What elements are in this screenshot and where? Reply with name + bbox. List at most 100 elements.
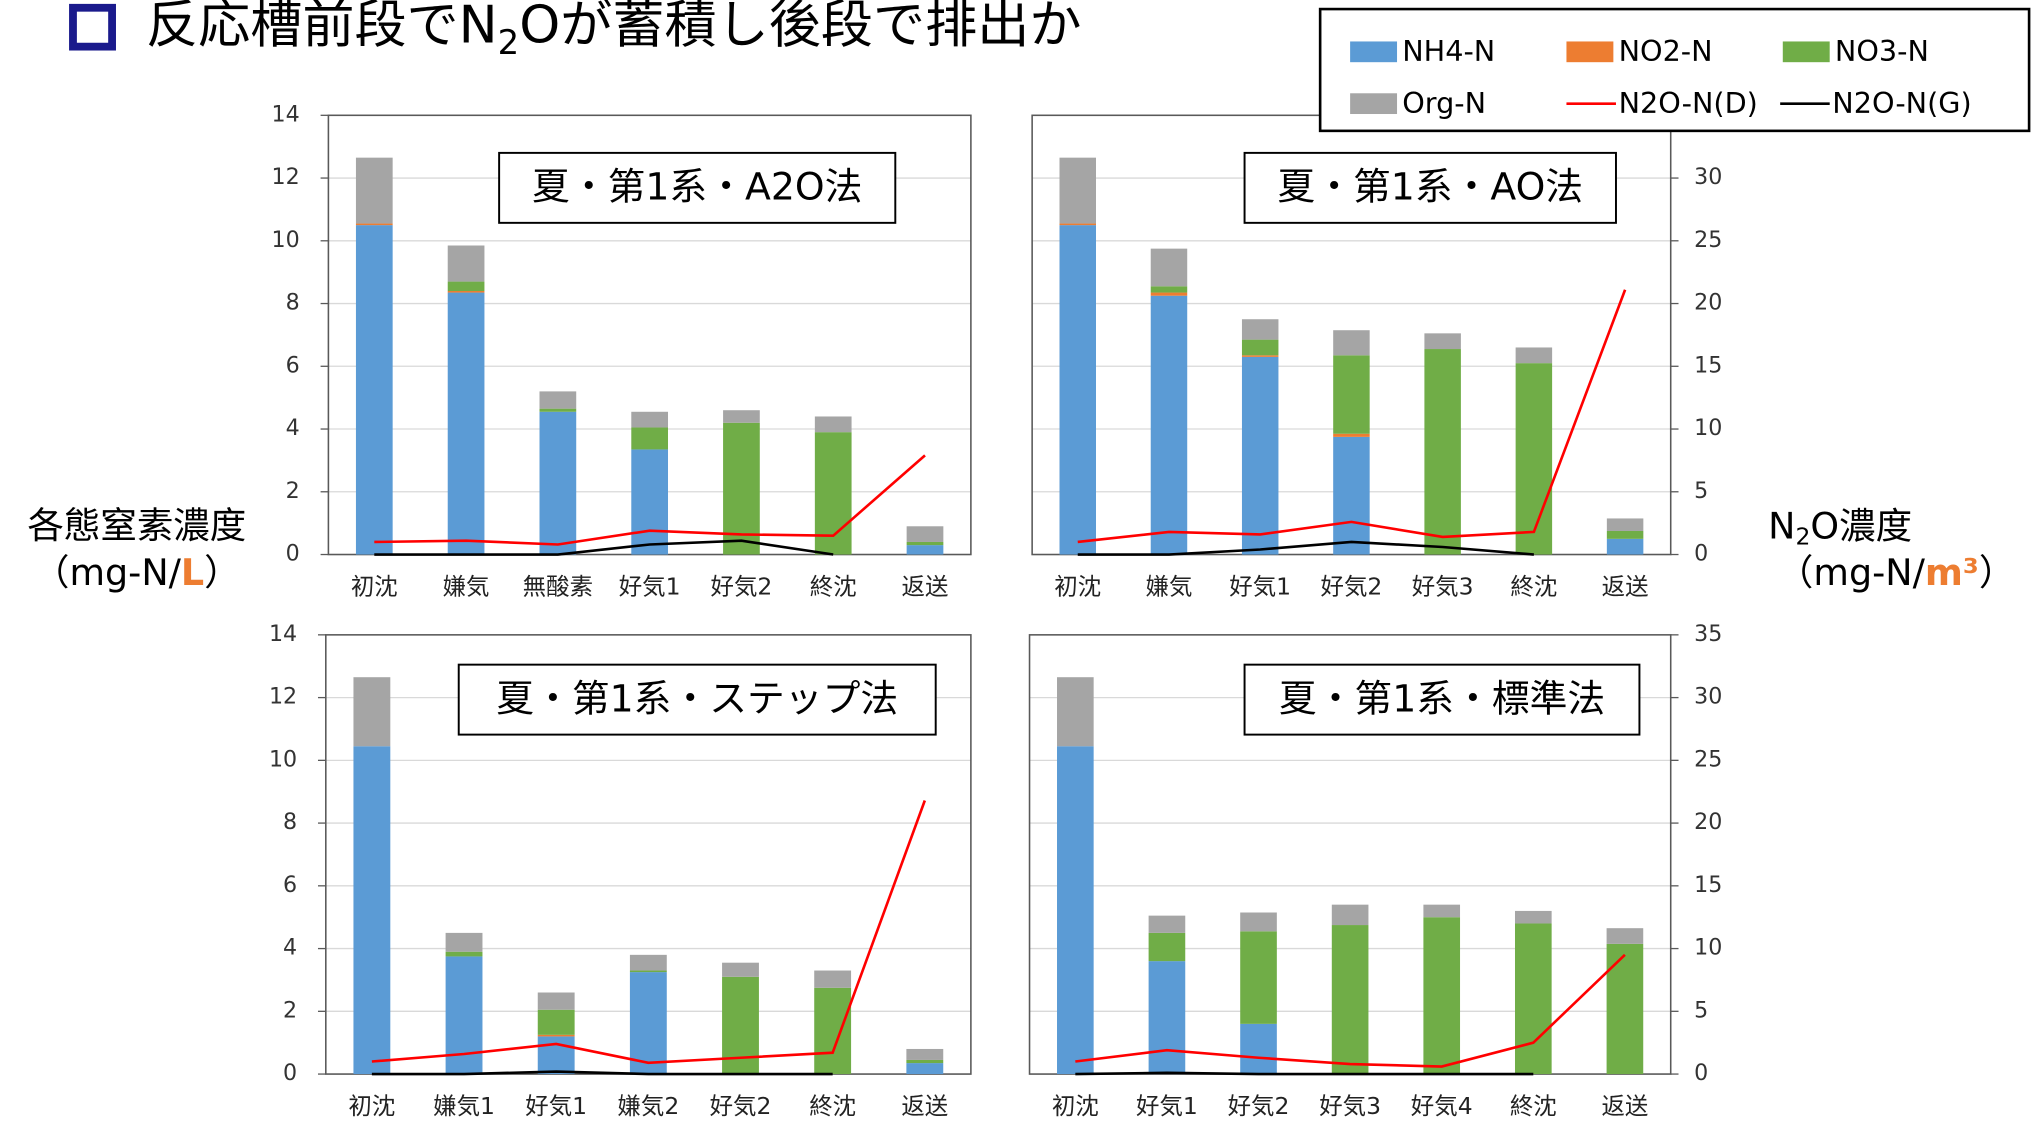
- y-tick-label: 8: [286, 290, 300, 316]
- bar-segment: [1423, 917, 1461, 1075]
- line-series: [374, 454, 926, 546]
- bar-segment: [539, 411, 577, 555]
- bar-segment: [445, 932, 483, 952]
- legend-label: N2O-N(G): [1832, 86, 1971, 120]
- bar-segment: [447, 245, 485, 282]
- y2-tick-label: 10: [1694, 415, 1722, 441]
- unit-part: （mg-N/: [33, 551, 182, 594]
- bar-segment: [1514, 923, 1552, 1075]
- bar-segment: [1333, 433, 1370, 437]
- y-tick-label: 12: [269, 684, 297, 710]
- bar-segment: [1331, 925, 1369, 1075]
- y-axis-label: 各態窒素濃度: [27, 504, 246, 547]
- x-tick-label: 好気1: [1136, 1092, 1198, 1120]
- bar-segment: [629, 954, 667, 971]
- legend-swatch: [1782, 41, 1830, 63]
- y-tick-label: 12: [272, 164, 300, 190]
- x-tick-label: 返送: [902, 573, 949, 601]
- bar-segment: [447, 281, 485, 291]
- title-part: Oが蓄積し後段で排出か: [519, 0, 1081, 55]
- bar-segment: [814, 416, 852, 433]
- x-tick-label: 終沈: [1510, 573, 1557, 601]
- chart: 0 2 4 6 8 10 12 14 初沈 嫌気 無酸素 好気1 好気2 終沈 返送 夏・第1系・A2O法: [272, 101, 972, 601]
- x-tick-label: 返送: [1601, 1092, 1648, 1120]
- bar-segment: [1424, 349, 1461, 555]
- x-tick-label: 嫌気2: [617, 1092, 679, 1120]
- bar-segment: [1606, 518, 1644, 531]
- y-tick-label: 6: [283, 872, 297, 898]
- title-icon: [69, 3, 116, 51]
- bar-segment: [1514, 910, 1552, 924]
- y2-tick-label: 30: [1694, 684, 1722, 710]
- x-tick-label: 好気2: [710, 1092, 772, 1120]
- y2-tick-label: 15: [1694, 872, 1722, 898]
- bar-segment: [353, 677, 391, 747]
- y2-tick-label: 25: [1694, 746, 1722, 772]
- bar-segment: [629, 970, 667, 973]
- chart-label: 夏・第1系・AO法: [1277, 165, 1583, 209]
- x-tick-label: 終沈: [1510, 1092, 1557, 1120]
- line-series: [1075, 953, 1626, 1068]
- y-tick-label: 4: [286, 415, 300, 441]
- unit-part: ）: [1979, 551, 2015, 594]
- bar-segment: [1150, 292, 1188, 296]
- bar-segment: [1148, 961, 1186, 1075]
- x-tick-label: 好気1: [525, 1092, 587, 1120]
- bar-segment: [1057, 746, 1094, 1075]
- bar-segment: [353, 746, 391, 1075]
- bar-segment: [1333, 355, 1370, 434]
- bar-segment: [537, 992, 575, 1010]
- label-part: O濃度: [1810, 504, 1912, 547]
- label-sub: 2: [1795, 522, 1810, 550]
- y-tick-label: 14: [269, 621, 297, 647]
- x-tick-label: 嫌気: [1146, 573, 1193, 601]
- bar-segment: [1333, 436, 1370, 555]
- legend-label: Org-N: [1402, 86, 1486, 120]
- chart: 0 2 4 6 8 10 12 14 初沈 嫌気1 好気1 嫌気2 好気2 終沈 返送 夏・第1系・ステップ法: [269, 621, 972, 1120]
- bar-segment: [1148, 915, 1186, 933]
- legend-swatch: [1350, 93, 1398, 115]
- bar-segment: [1606, 943, 1644, 1075]
- legend: NH4-N NO2-N NO3-N Org-N N2O-N(D) N2O-N(G): [1318, 7, 2031, 133]
- x-tick-label: 終沈: [810, 573, 857, 601]
- y2-axis-label: N2O濃度: [1768, 504, 1912, 550]
- label-part: N: [1768, 504, 1795, 547]
- bar-segment: [1606, 928, 1644, 944]
- bar-segment: [447, 292, 485, 555]
- y-tick-label: 6: [286, 352, 300, 378]
- bar-segment: [1240, 1023, 1277, 1075]
- bar-segment: [1150, 286, 1188, 293]
- chart-label-box: [1243, 151, 1617, 224]
- line-series: [1077, 540, 1534, 556]
- bar-segment: [1606, 538, 1644, 555]
- slide-title: 反応槽前段でN2Oが蓄積し後段で排出か: [146, 0, 1082, 61]
- x-tick-label: 初沈: [351, 573, 398, 601]
- y2-tick-label: 30: [1694, 164, 1722, 190]
- chart: 0 5 10 15 20 25 30 35 初沈 好気1 好気2 好気3 好気4 終沈 返送 夏・第1系・標準…: [1028, 621, 1722, 1120]
- bar-segment: [631, 449, 669, 555]
- bar-segment: [1423, 904, 1461, 918]
- bar-segment: [539, 408, 577, 412]
- title-sub: 2: [498, 23, 520, 62]
- x-tick-label: 嫌気1: [433, 1092, 495, 1120]
- legend-label: N2O-N(D): [1619, 86, 1758, 120]
- bar-segment: [906, 1063, 944, 1075]
- x-tick-label: 返送: [901, 1092, 948, 1120]
- bar-segment: [1150, 295, 1188, 555]
- y2-tick-label: 5: [1694, 997, 1708, 1023]
- x-tick-label: 好気3: [1319, 1092, 1381, 1120]
- x-tick-label: 無酸素: [523, 573, 593, 601]
- bar-segment: [355, 223, 393, 226]
- legend-swatch: [1566, 41, 1614, 63]
- y-tick-label: 0: [286, 541, 300, 567]
- bar-segment: [1150, 248, 1188, 287]
- legend-label: NH4-N: [1402, 34, 1495, 68]
- legend-box: [1318, 7, 2031, 133]
- y2-tick-label: 0: [1694, 1060, 1708, 1086]
- x-tick-label: 返送: [1602, 573, 1649, 601]
- bar-segment: [1241, 356, 1279, 555]
- y2-tick-label: 35: [1694, 621, 1722, 647]
- unit-part: m³: [1925, 551, 1979, 594]
- bar-segment: [723, 410, 760, 423]
